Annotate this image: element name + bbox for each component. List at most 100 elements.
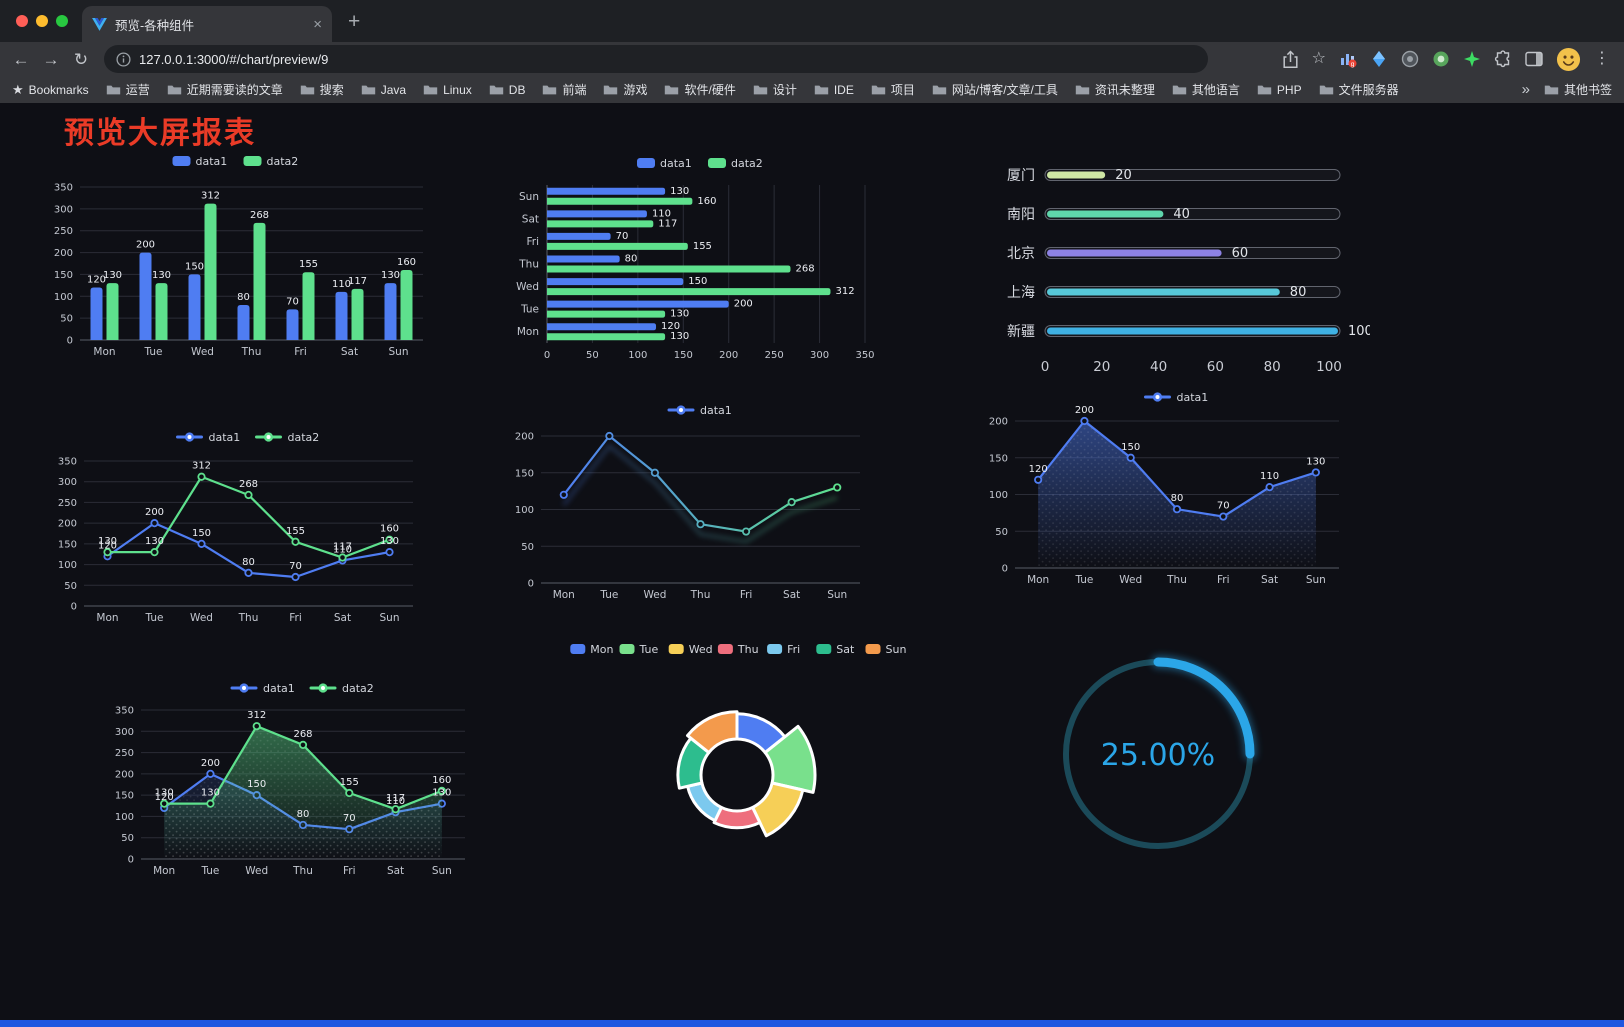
gauge-chart[interactable]: 25.00% <box>1048 648 1268 873</box>
svg-text:130: 130 <box>103 270 122 281</box>
svg-text:130: 130 <box>1306 456 1325 467</box>
svg-text:Wed: Wed <box>190 612 213 624</box>
svg-text:Mon: Mon <box>590 643 613 656</box>
browser-menu-icon[interactable]: ⋮ <box>1594 50 1610 67</box>
bookmark-folder[interactable]: 资讯未整理 <box>1075 81 1155 98</box>
close-window-button[interactable] <box>16 15 28 27</box>
page-footer-bar <box>0 1020 1624 1027</box>
bookmark-label: 文件服务器 <box>1338 83 1399 97</box>
bookmark-folder[interactable]: PHP <box>1257 83 1302 97</box>
svg-text:117: 117 <box>386 793 405 804</box>
svg-text:150: 150 <box>185 261 204 272</box>
progress-bar-chart[interactable]: 厦门 20 南阳 40 北京 60 上海 80 新疆 100 0 20 40 60 80 100 <box>995 155 1373 395</box>
progress-bar-chart-canvas[interactable]: 厦门 20 南阳 40 北京 60 上海 80 新疆 100 0 20 40 60 80 100 <box>995 155 1373 390</box>
address-bar[interactable]: 127.0.0.1:3000/#/chart/preview/9 <box>104 45 1208 73</box>
gradient-line-chart-canvas[interactable]: data1 0 50 100 150 200 Mon Tue Wed Thu Fri Sat Sun <box>505 398 895 613</box>
bookmark-folder[interactable]: 网站/博客/文章/工具 <box>932 81 1058 98</box>
bookmarks-star-item[interactable]: ★ Bookmarks <box>12 83 89 97</box>
area-multi-line-chart-canvas[interactable]: data1 data2 0 50 100 150 200 250 300 350 Mon Tue Wed… <box>105 676 475 891</box>
bookmark-folder[interactable]: DB <box>489 83 525 97</box>
svg-text:data1: data1 <box>263 682 295 695</box>
svg-text:Fri: Fri <box>1217 574 1230 586</box>
bookmarks-overflow-chevron[interactable]: » <box>1521 81 1530 98</box>
back-button[interactable]: ← <box>12 49 30 69</box>
horizontal-bar-chart[interactable]: data1 data2 0 50 100 150 200 250 300 350 Sun 130 160… <box>505 153 895 373</box>
multi-line-chart-canvas[interactable]: data1 data2 0 50 100 150 200 250 300 350 Mon Tue Wed… <box>48 425 468 640</box>
grouped-bar-chart[interactable]: data1 data2 0 50 100 150 200 250 300 350 Mon Tue Wed… <box>38 151 433 371</box>
bookmark-folder[interactable]: 设计 <box>753 81 797 98</box>
bookmark-label: 项目 <box>890 83 915 97</box>
svg-text:70: 70 <box>286 296 299 307</box>
profile-avatar[interactable] <box>1556 47 1581 72</box>
svg-text:北京: 北京 <box>1007 246 1035 262</box>
svg-text:117: 117 <box>658 218 677 229</box>
svg-text:312: 312 <box>247 710 266 721</box>
extension-icon-green[interactable] <box>1432 50 1450 68</box>
bookmark-label: 游戏 <box>623 83 648 97</box>
bookmark-folder[interactable]: 运营 <box>106 81 150 98</box>
svg-text:80: 80 <box>1290 285 1307 300</box>
share-icon[interactable] <box>1282 49 1299 69</box>
extension-icon-sparkle[interactable] <box>1463 50 1481 68</box>
svg-text:data2: data2 <box>342 682 374 695</box>
new-tab-button[interactable]: + <box>348 9 361 33</box>
svg-text:Sun: Sun <box>886 643 907 656</box>
url-text[interactable]: 127.0.0.1:3000/#/chart/preview/9 <box>139 51 329 67</box>
bookmark-folder[interactable]: 搜索 <box>300 81 344 98</box>
svg-text:20: 20 <box>1093 359 1110 375</box>
bookmark-folder[interactable]: 前端 <box>542 81 586 98</box>
area-line-chart-canvas[interactable]: data1 0 50 100 150 200 Mon Tue Wed Thu Fri Sat Sun 12… <box>985 385 1365 600</box>
side-panel-icon[interactable] <box>1525 51 1543 67</box>
browser-tab[interactable]: 预览-各种组件 × <box>82 6 332 42</box>
bookmark-folder[interactable]: 文件服务器 <box>1319 81 1399 98</box>
bookmarks-bar: ★ Bookmarks 运营 近期需要读的文章 搜索 Java Linux DB 前端 游戏 软件/… <box>0 76 1624 103</box>
svg-text:160: 160 <box>380 524 399 535</box>
site-info-icon[interactable] <box>116 51 131 67</box>
rose-donut-chart[interactable]: Mon Tue Wed Thu Fri Sat Sun <box>550 635 925 880</box>
bookmark-folder[interactable]: 项目 <box>871 81 915 98</box>
bookmark-label: Bookmarks <box>28 82 89 97</box>
svg-text:Fri: Fri <box>294 346 307 358</box>
rose-donut-chart-canvas[interactable]: Mon Tue Wed Thu Fri Sat Sun <box>550 635 925 875</box>
minimize-window-button[interactable] <box>36 15 48 27</box>
extension-icon-kite[interactable] <box>1370 50 1388 68</box>
bookmark-folder[interactable]: 软件/硬件 <box>664 81 736 98</box>
svg-text:350: 350 <box>855 350 874 361</box>
svg-text:Tue: Tue <box>599 589 618 601</box>
bookmark-folder[interactable]: 近期需要读的文章 <box>167 81 283 98</box>
folder-icon <box>603 84 618 96</box>
svg-text:150: 150 <box>54 270 73 281</box>
svg-text:Mon: Mon <box>96 612 118 624</box>
svg-text:60: 60 <box>1232 246 1249 261</box>
svg-text:120: 120 <box>661 321 680 332</box>
extension-icon-gray[interactable] <box>1401 50 1419 68</box>
window-controls <box>0 15 82 27</box>
bookmark-star-icon[interactable]: ☆ <box>1311 50 1326 67</box>
bookmark-folder[interactable]: Java <box>361 83 406 97</box>
reload-button[interactable]: ↻ <box>73 49 89 69</box>
extension-icon-stats[interactable]: g <box>1339 50 1357 68</box>
svg-text:268: 268 <box>795 264 814 275</box>
gradient-line-chart[interactable]: data1 0 50 100 150 200 Mon Tue Wed Thu Fri Sat Sun <box>505 398 895 618</box>
zoom-window-button[interactable] <box>56 15 68 27</box>
bookmark-folder[interactable]: Linux <box>423 83 472 97</box>
area-line-chart[interactable]: data1 0 50 100 150 200 Mon Tue Wed Thu Fri Sat Sun 12… <box>985 385 1365 605</box>
area-multi-line-chart[interactable]: data1 data2 0 50 100 150 200 250 300 350 Mon Tue Wed… <box>105 676 475 896</box>
grouped-bar-chart-canvas[interactable]: data1 data2 0 50 100 150 200 250 300 350 Mon Tue Wed… <box>38 151 433 366</box>
other-bookmarks-folder[interactable]: 其他书签 <box>1544 81 1612 98</box>
extensions-puzzle-icon[interactable] <box>1494 50 1512 68</box>
bookmark-folder[interactable]: 游戏 <box>603 81 647 98</box>
gauge-chart-canvas[interactable]: 25.00% <box>1048 648 1268 868</box>
svg-text:250: 250 <box>54 226 73 237</box>
svg-text:Tue: Tue <box>144 346 163 358</box>
horizontal-bar-chart-canvas[interactable]: data1 data2 0 50 100 150 200 250 300 350 Sun 130 160… <box>505 153 895 368</box>
multi-line-chart[interactable]: data1 data2 0 50 100 150 200 250 300 350 Mon Tue Wed… <box>48 425 468 645</box>
bookmark-folder[interactable]: IDE <box>814 83 854 97</box>
svg-text:200: 200 <box>719 350 738 361</box>
bookmark-folder[interactable]: 其他语言 <box>1172 81 1240 98</box>
forward-button[interactable]: → <box>42 49 60 69</box>
page-title: 预览大屏报表 <box>64 117 256 150</box>
svg-text:Fri: Fri <box>526 236 539 248</box>
tab-close-icon[interactable]: × <box>313 15 322 33</box>
svg-text:data1: data1 <box>660 157 692 170</box>
